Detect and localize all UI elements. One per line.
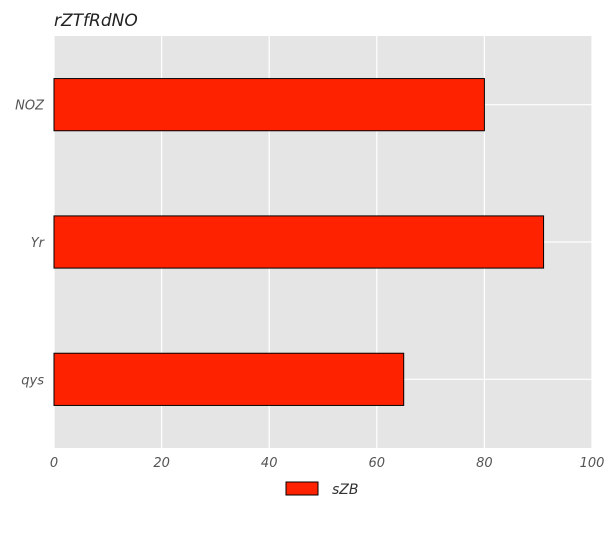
legend-label-sZB: sZB [332, 482, 359, 498]
legend-swatch [285, 481, 319, 496]
x-tick-label-60: 60 [369, 456, 386, 471]
bar-Yr [53, 215, 545, 269]
bar-qys [53, 352, 405, 406]
y-axis-ticks: NOZ Yr qys [15, 99, 46, 389]
x-tick-label-100: 100 [580, 456, 605, 471]
x-tick-label-80: 80 [476, 456, 493, 471]
x-tick-label-20: 20 [153, 456, 170, 471]
y-tick-label-Yr: Yr [31, 236, 46, 251]
x-axis-ticks: 0 20 40 60 80 100 [50, 456, 605, 471]
legend: sZB [285, 481, 359, 498]
x-tick-label-0: 0 [50, 456, 58, 471]
x-tick-label-40: 40 [261, 456, 278, 471]
y-tick-label-NOZ: NOZ [15, 99, 45, 114]
bars [53, 78, 545, 406]
y-tick-label-qys: qys [21, 373, 44, 388]
chart-title: rZTfRdNO [54, 11, 138, 31]
bar-NOZ [53, 78, 485, 132]
